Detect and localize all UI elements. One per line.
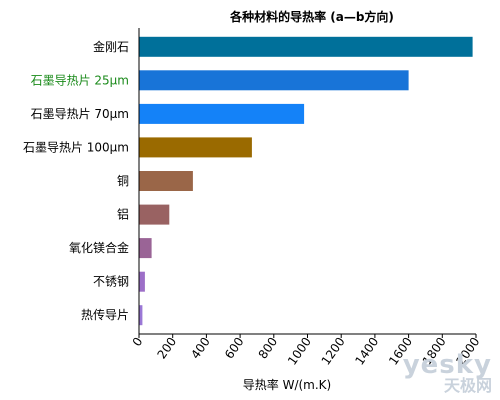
category-label-2: 石墨导热片 70μm	[31, 107, 129, 121]
bar-7	[139, 271, 145, 292]
x-tick-label-7: 1400	[352, 335, 381, 368]
category-label-3: 石墨导热片 100μm	[23, 140, 129, 154]
x-tick-label-1: 200	[155, 335, 180, 362]
category-label-6: 氧化镁合金	[69, 240, 129, 255]
x-tick-label-0: 0	[130, 335, 146, 349]
bar-6	[139, 238, 152, 259]
category-label-7: 不锈钢	[93, 275, 129, 289]
bar-5	[139, 204, 170, 225]
bar-1	[139, 70, 409, 91]
bar-3	[139, 137, 252, 158]
chart-title: 各种材料的导热率 (a—b方向)	[229, 9, 394, 24]
bar-2	[139, 103, 305, 124]
category-label-1: 石墨导热片 25μm	[31, 73, 129, 87]
bar-4	[139, 171, 193, 191]
x-tick-label-4: 800	[256, 335, 281, 362]
x-axis-title: 导热率 W/(m.K)	[243, 377, 331, 392]
bar-0	[139, 36, 473, 57]
x-tick-label-3: 600	[222, 335, 247, 362]
x-tick-label-2: 400	[188, 335, 213, 362]
yesky-watermark: yesky 天极网	[402, 350, 492, 395]
category-label-4: 铜	[117, 173, 129, 188]
x-tick-label-6: 1200	[319, 335, 348, 368]
x-tick-label-5: 1000	[285, 335, 314, 368]
category-label-5: 铝	[117, 207, 129, 222]
bar-8	[139, 305, 143, 326]
category-label-8: 热传导片	[81, 307, 129, 322]
category-label-0: 金刚石	[93, 39, 129, 54]
